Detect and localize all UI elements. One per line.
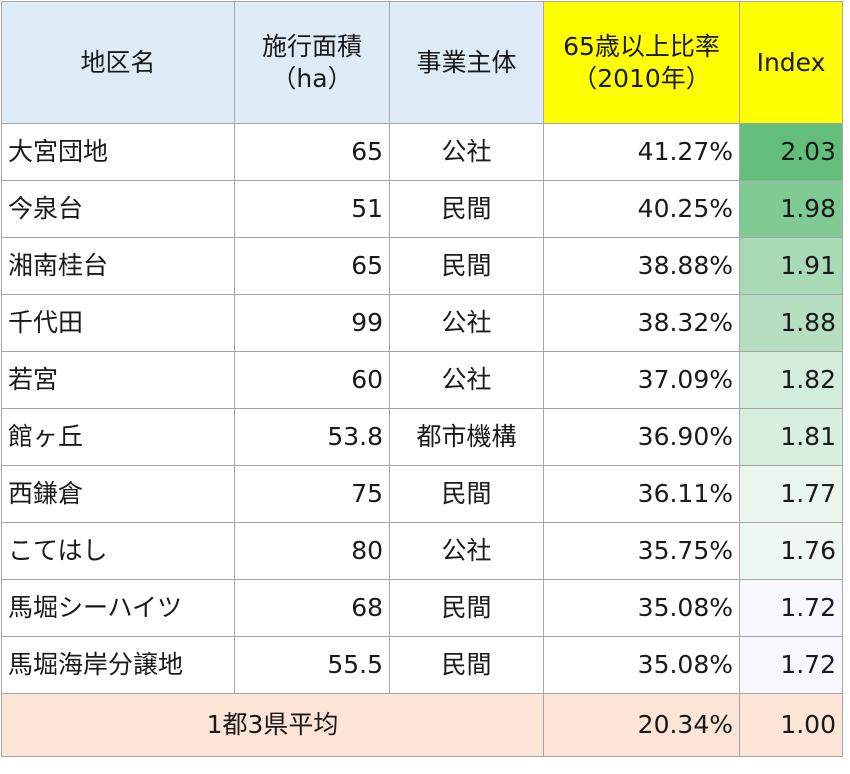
area-cell: 湘南桂台 — [1, 237, 235, 295]
operator-cell: 公社 — [389, 294, 544, 352]
ratio-cell: 36.90% — [543, 408, 740, 466]
header-size: 施行面積 （ha） — [234, 1, 390, 124]
operator-cell: 公社 — [389, 522, 544, 580]
ratio-cell: 35.75% — [543, 522, 740, 580]
ratio-cell: 35.08% — [543, 579, 740, 637]
average-label: 1都3県平均 — [1, 693, 544, 757]
index-cell: 1.88 — [739, 294, 843, 352]
size-cell: 75 — [234, 465, 390, 523]
ratio-cell: 36.11% — [543, 465, 740, 523]
area-cell: 馬堀海岸分譲地 — [1, 636, 235, 694]
index-cell: 1.76 — [739, 522, 843, 580]
size-cell: 65 — [234, 237, 390, 295]
area-cell: 千代田 — [1, 294, 235, 352]
table-row: 千代田 99 公社 38.32% 1.88 — [1, 294, 843, 352]
table-row: 館ヶ丘 53.8 都市機構 36.90% 1.81 — [1, 408, 843, 466]
index-cell: 1.77 — [739, 465, 843, 523]
average-row: 1都3県平均 20.34% 1.00 — [1, 693, 843, 757]
ratio-cell: 38.88% — [543, 237, 740, 295]
table-row: 湘南桂台 65 民間 38.88% 1.91 — [1, 237, 843, 295]
area-cell: 今泉台 — [1, 180, 235, 238]
size-cell: 51 — [234, 180, 390, 238]
area-cell: 館ヶ丘 — [1, 408, 235, 466]
header-area: 地区名 — [1, 1, 235, 124]
average-index: 1.00 — [739, 693, 843, 757]
operator-cell: 民間 — [389, 636, 544, 694]
operator-cell: 民間 — [389, 579, 544, 637]
index-cell: 1.81 — [739, 408, 843, 466]
table-row: 馬堀海岸分譲地 55.5 民間 35.08% 1.72 — [1, 636, 843, 694]
ratio-cell: 41.27% — [543, 123, 740, 181]
operator-cell: 民間 — [389, 180, 544, 238]
ratio-cell: 38.32% — [543, 294, 740, 352]
header-row: 地区名 施行面積 （ha） 事業主体 65歳以上比率 （2010年） Index — [1, 1, 843, 124]
area-cell: こてはし — [1, 522, 235, 580]
ratio-cell: 35.08% — [543, 636, 740, 694]
index-cell: 1.72 — [739, 636, 843, 694]
aging-ratio-table: 地区名 施行面積 （ha） 事業主体 65歳以上比率 （2010年） Index 大… — [1, 1, 843, 757]
header-operator: 事業主体 — [389, 1, 544, 124]
size-cell: 80 — [234, 522, 390, 580]
size-cell: 55.5 — [234, 636, 390, 694]
header-index: Index — [739, 1, 843, 124]
average-ratio: 20.34% — [543, 693, 740, 757]
table-row: 西鎌倉 75 民間 36.11% 1.77 — [1, 465, 843, 523]
area-cell: 西鎌倉 — [1, 465, 235, 523]
ratio-cell: 37.09% — [543, 351, 740, 409]
header-ratio: 65歳以上比率 （2010年） — [543, 1, 740, 124]
size-cell: 60 — [234, 351, 390, 409]
index-cell: 1.91 — [739, 237, 843, 295]
operator-cell: 民間 — [389, 237, 544, 295]
size-cell: 53.8 — [234, 408, 390, 466]
size-cell: 65 — [234, 123, 390, 181]
area-cell: 馬堀シーハイツ — [1, 579, 235, 637]
operator-cell: 民間 — [389, 465, 544, 523]
operator-cell: 都市機構 — [389, 408, 544, 466]
operator-cell: 公社 — [389, 351, 544, 409]
size-cell: 99 — [234, 294, 390, 352]
area-cell: 大宮団地 — [1, 123, 235, 181]
size-cell: 68 — [234, 579, 390, 637]
index-cell: 1.72 — [739, 579, 843, 637]
area-cell: 若宮 — [1, 351, 235, 409]
index-cell: 2.03 — [739, 123, 843, 181]
ratio-cell: 40.25% — [543, 180, 740, 238]
table-row: 今泉台 51 民間 40.25% 1.98 — [1, 180, 843, 238]
index-cell: 1.82 — [739, 351, 843, 409]
operator-cell: 公社 — [389, 123, 544, 181]
table-row: 若宮 60 公社 37.09% 1.82 — [1, 351, 843, 409]
table-row: 大宮団地 65 公社 41.27% 2.03 — [1, 123, 843, 181]
index-cell: 1.98 — [739, 180, 843, 238]
table-row: 馬堀シーハイツ 68 民間 35.08% 1.72 — [1, 579, 843, 637]
table-row: こてはし 80 公社 35.75% 1.76 — [1, 522, 843, 580]
